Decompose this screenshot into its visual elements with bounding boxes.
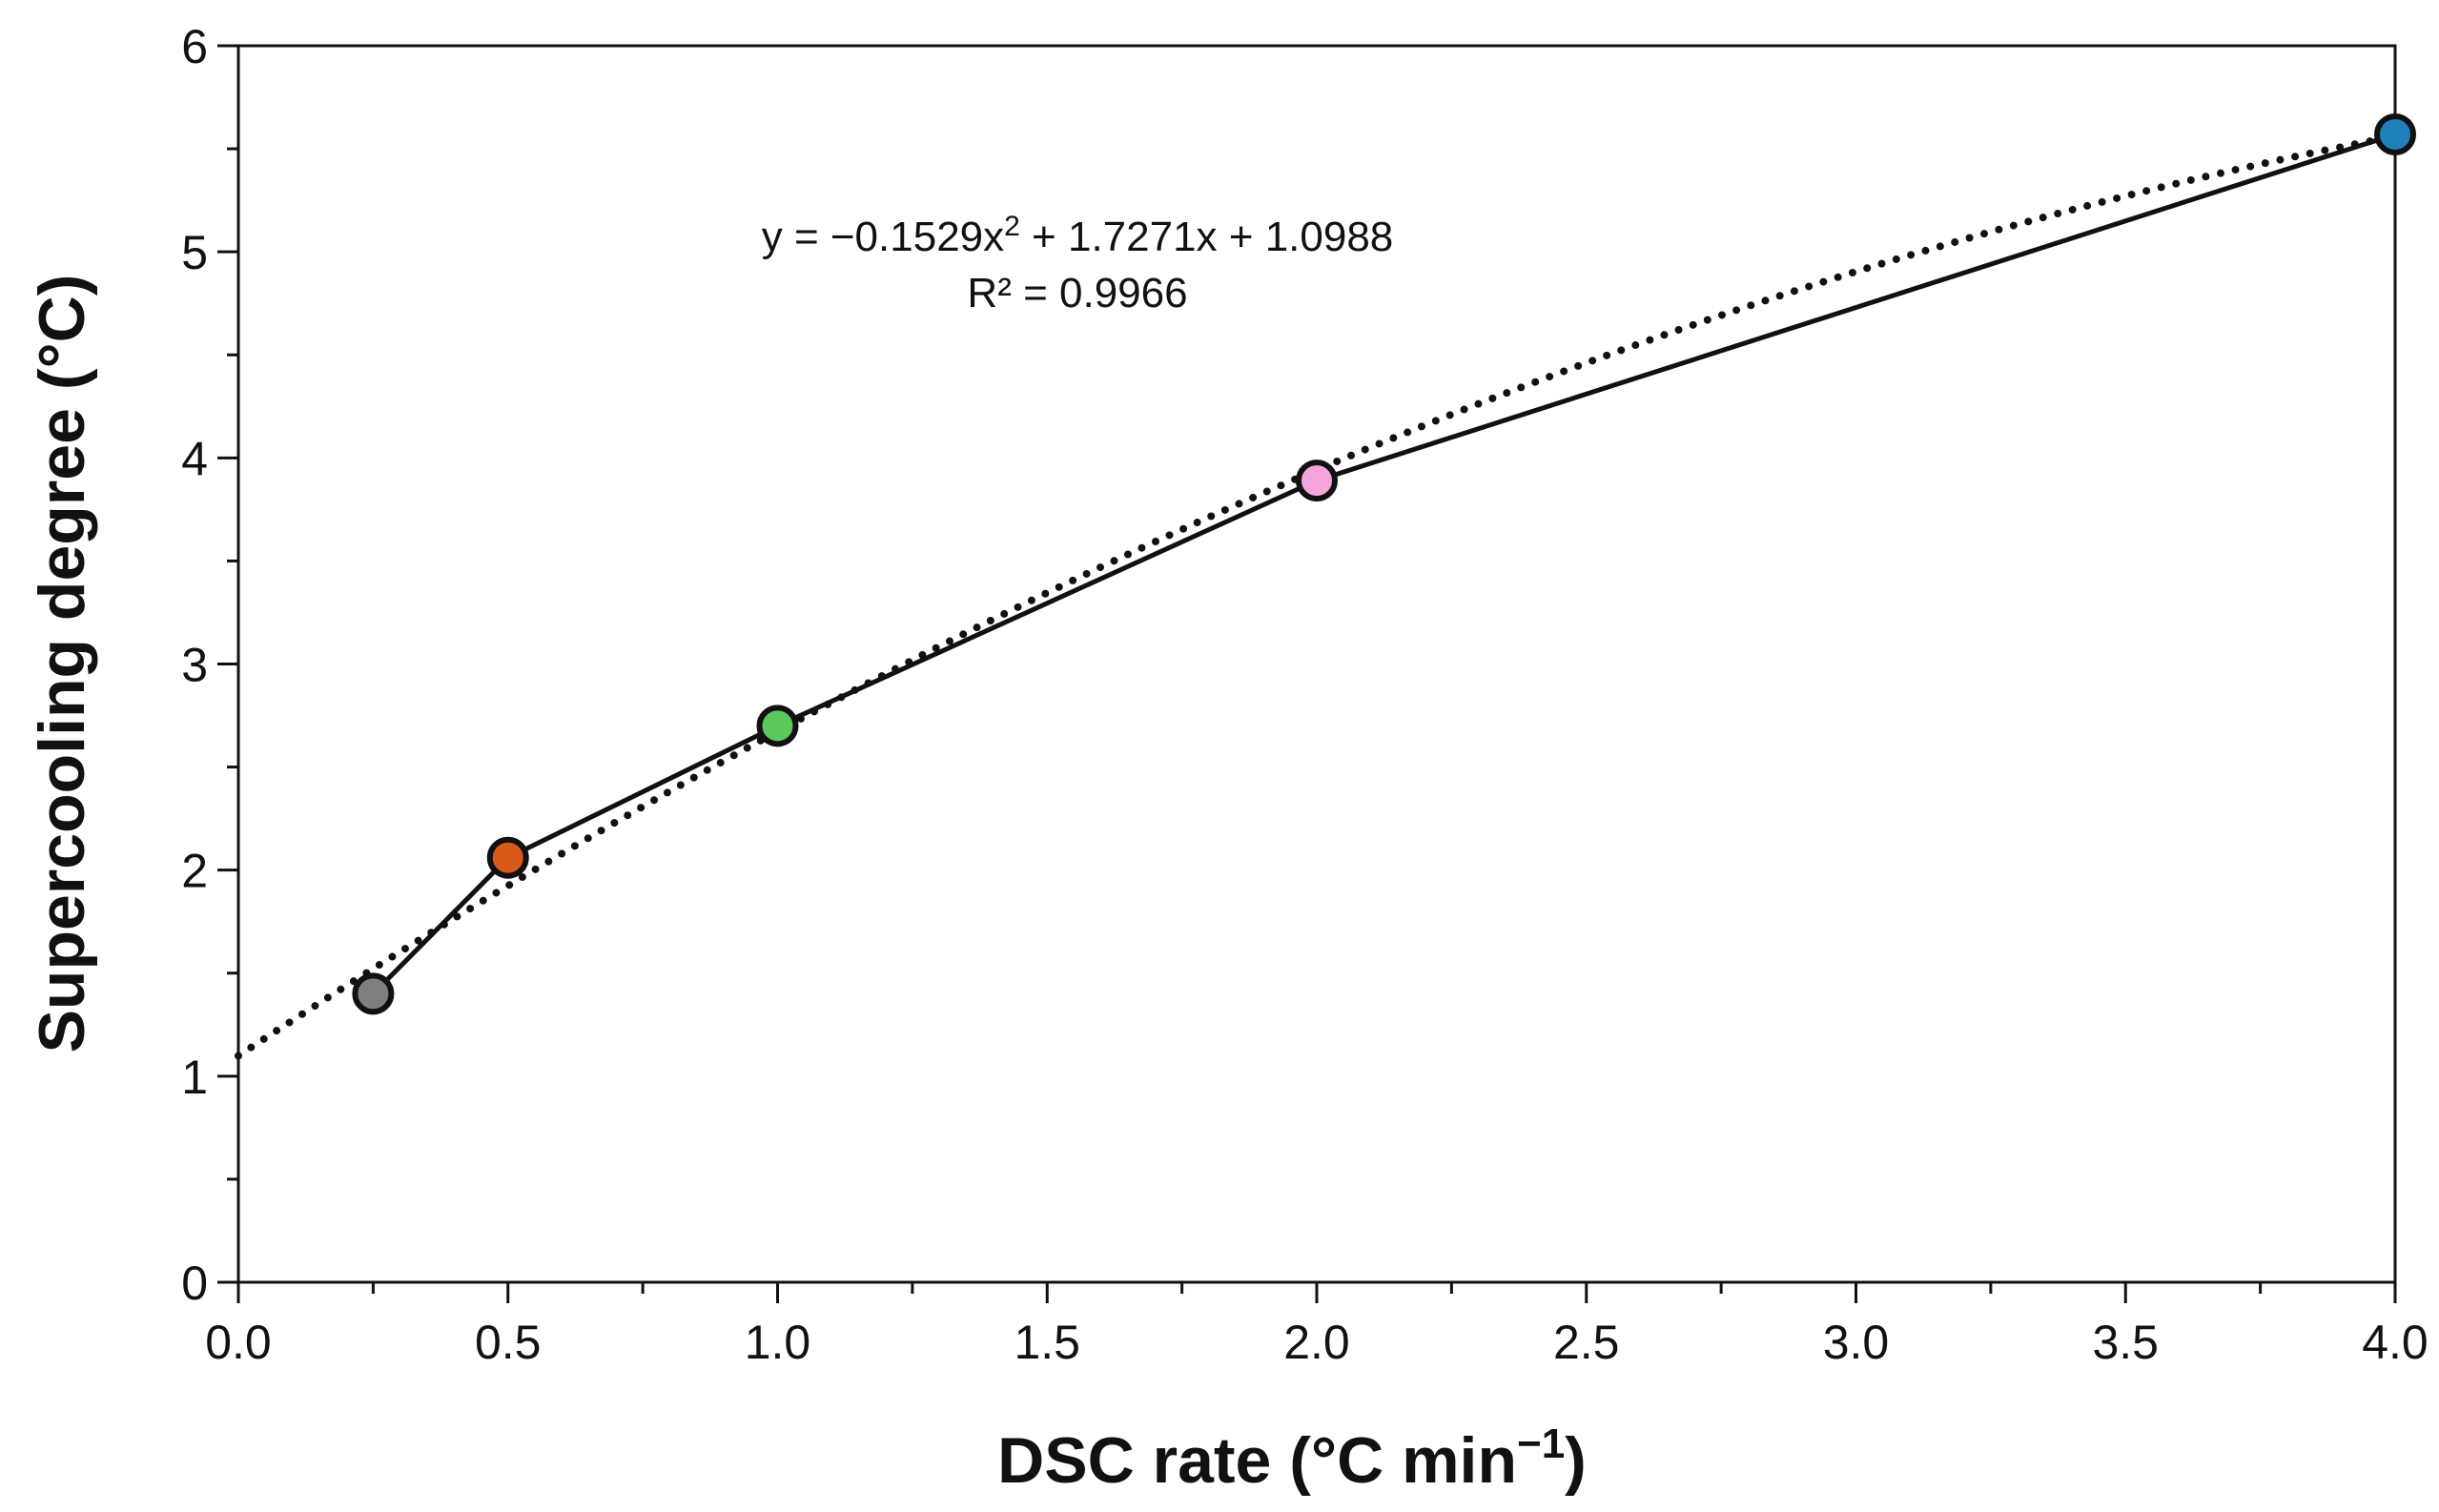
trendline-equation: y = −0.1529x2 + 1.7271x + 1.0988 bbox=[762, 211, 1394, 260]
data-point bbox=[486, 836, 529, 879]
x-tick-label: 2.0 bbox=[1283, 1316, 1350, 1369]
x-tick-label: 3.0 bbox=[1823, 1316, 1890, 1369]
x-axis-title-main: DSC rate (°C min bbox=[997, 1424, 1517, 1497]
x-axis-title-end: ) bbox=[1565, 1424, 1587, 1497]
series-points bbox=[352, 112, 2416, 1015]
x-axis-ticks bbox=[236, 1282, 2397, 1303]
x-axis-title-exponent: −1 bbox=[1517, 1420, 1565, 1467]
x-tick-label: 4.0 bbox=[2362, 1316, 2429, 1369]
trendline-equation-main: y = −0.1529x bbox=[762, 214, 1004, 260]
polynomial-trendline bbox=[235, 132, 2399, 1060]
x-tick-label: 3.5 bbox=[2092, 1316, 2159, 1369]
y-axis-ticks bbox=[217, 44, 238, 1284]
x-axis-tick-labels: 0.0 0.5 1.0 1.5 2.0 2.5 3.0 3.5 4.0 bbox=[205, 1316, 2429, 1369]
data-point bbox=[1296, 460, 1338, 502]
x-tick-label: 2.5 bbox=[1553, 1316, 1620, 1369]
trendline-equation-exponent: 2 bbox=[1004, 211, 1020, 242]
y-tick-label: 2 bbox=[181, 845, 208, 898]
y-tick-label: 5 bbox=[181, 226, 208, 279]
data-point bbox=[2374, 112, 2416, 155]
data-point bbox=[756, 705, 799, 747]
x-tick-label: 0.5 bbox=[475, 1316, 542, 1369]
y-tick-label: 4 bbox=[181, 432, 208, 485]
x-tick-label: 0.0 bbox=[205, 1316, 272, 1369]
data-point bbox=[352, 972, 395, 1015]
x-tick-label: 1.0 bbox=[745, 1316, 811, 1369]
y-tick-label: 3 bbox=[181, 639, 208, 692]
y-axis-title: Supercooling degree (°C) bbox=[26, 275, 98, 1053]
x-tick-label: 1.5 bbox=[1014, 1316, 1080, 1369]
trendline-equation-rest: + 1.7271x + 1.0988 bbox=[1020, 214, 1393, 260]
y-tick-label: 6 bbox=[181, 20, 208, 73]
y-tick-label: 0 bbox=[181, 1257, 208, 1310]
y-axis-tick-labels: 0 1 2 3 4 5 6 bbox=[181, 20, 208, 1310]
r-squared-label: R² = 0.9966 bbox=[967, 270, 1187, 317]
x-axis-title: DSC rate (°C min−1) bbox=[997, 1420, 1587, 1497]
series-line bbox=[371, 132, 2396, 996]
y-tick-label: 1 bbox=[181, 1051, 208, 1104]
